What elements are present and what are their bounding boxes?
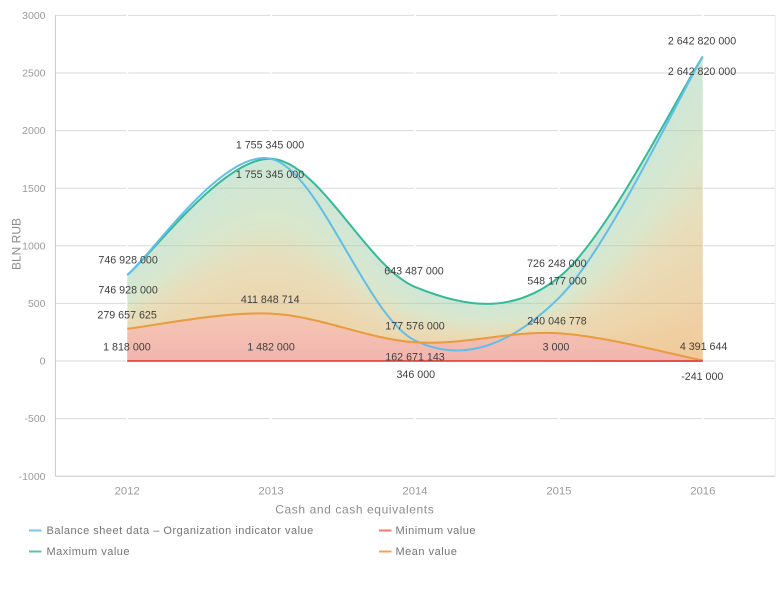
- svg-text:162 671 143: 162 671 143: [385, 352, 444, 364]
- svg-text:BLN RUB: BLN RUB: [10, 218, 24, 270]
- svg-text:500: 500: [28, 298, 46, 310]
- svg-text:726 248 000: 726 248 000: [527, 258, 586, 270]
- svg-text:643 487 000: 643 487 000: [384, 266, 443, 278]
- svg-text:1 482 000: 1 482 000: [247, 341, 295, 353]
- svg-text:2 642 820 000: 2 642 820 000: [668, 36, 736, 48]
- svg-text:4 391 644: 4 391 644: [680, 341, 728, 353]
- svg-text:Maximum value: Maximum value: [47, 546, 131, 558]
- svg-text:Minimum value: Minimum value: [396, 525, 476, 537]
- svg-text:-241 000: -241 000: [681, 371, 723, 383]
- svg-text:-500: -500: [24, 413, 45, 425]
- svg-text:2 642 820 000: 2 642 820 000: [668, 66, 736, 78]
- svg-text:1500: 1500: [22, 183, 46, 195]
- svg-text:2000: 2000: [22, 125, 46, 137]
- svg-text:746 928 000: 746 928 000: [98, 254, 157, 266]
- svg-text:548 177 000: 548 177 000: [527, 276, 586, 288]
- svg-text:Balance sheet data – Organizat: Balance sheet data – Organization indica…: [47, 525, 314, 537]
- svg-text:2015: 2015: [546, 486, 571, 498]
- svg-text:746 928 000: 746 928 000: [98, 285, 157, 297]
- svg-text:1 818 000: 1 818 000: [103, 341, 151, 353]
- svg-text:1 755 345 000: 1 755 345 000: [236, 169, 304, 181]
- svg-text:3000: 3000: [22, 10, 46, 22]
- svg-text:279 657 625: 279 657 625: [97, 310, 156, 322]
- svg-text:240 046 778: 240 046 778: [527, 316, 586, 328]
- svg-text:177 576 000: 177 576 000: [385, 321, 444, 333]
- svg-text:2013: 2013: [259, 486, 284, 498]
- svg-text:-1000: -1000: [19, 471, 46, 483]
- svg-text:346 000: 346 000: [396, 369, 435, 381]
- svg-text:2014: 2014: [402, 486, 427, 498]
- svg-text:Mean value: Mean value: [396, 546, 458, 558]
- svg-text:1 755 345 000: 1 755 345 000: [236, 140, 304, 152]
- svg-text:3 000: 3 000: [543, 342, 570, 354]
- svg-text:411 848 714: 411 848 714: [241, 294, 300, 306]
- svg-text:0: 0: [40, 356, 46, 368]
- svg-text:2500: 2500: [22, 68, 46, 80]
- svg-text:1000: 1000: [22, 240, 46, 252]
- svg-text:2012: 2012: [115, 486, 140, 498]
- svg-text:Cash and cash equivalents: Cash and cash equivalents: [275, 502, 434, 516]
- svg-text:2016: 2016: [690, 486, 715, 498]
